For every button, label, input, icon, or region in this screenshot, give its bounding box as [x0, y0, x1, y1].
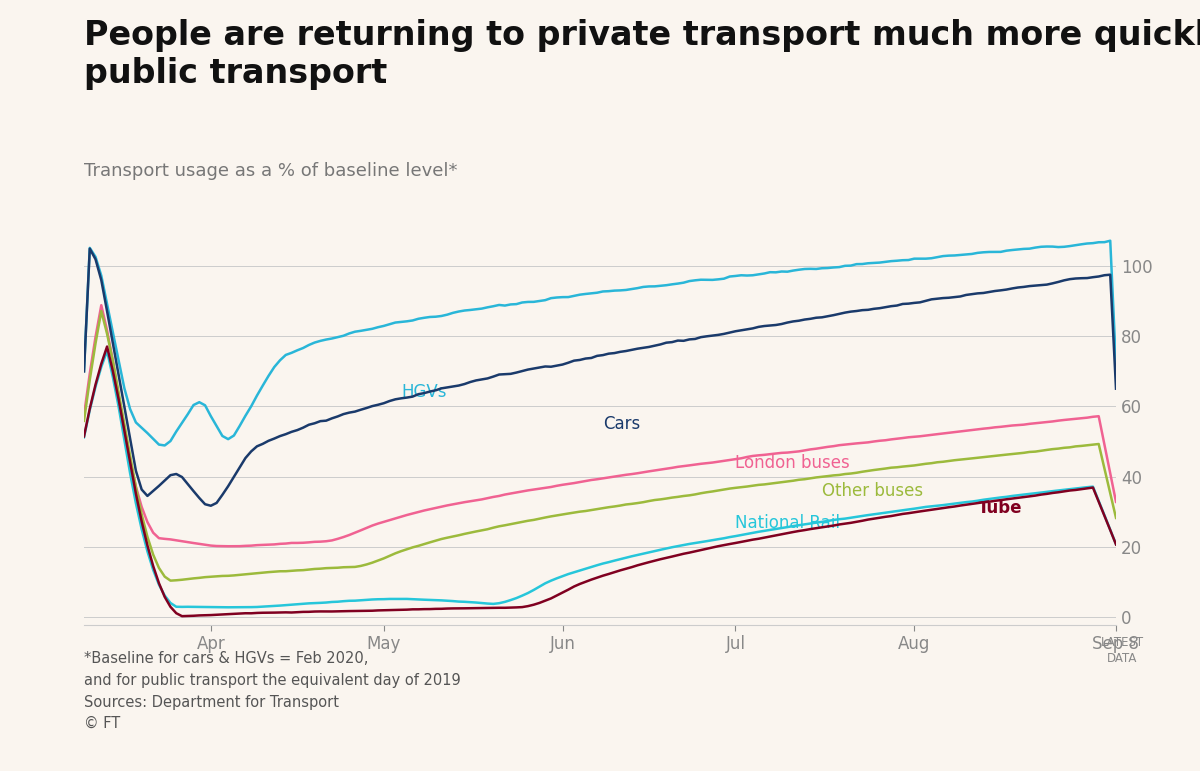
- Text: LATEST
DATA: LATEST DATA: [1100, 636, 1144, 665]
- Text: People are returning to private transport much more quickly than
public transpor: People are returning to private transpor…: [84, 19, 1200, 90]
- Text: Sources: Department for Transport: Sources: Department for Transport: [84, 695, 340, 709]
- Text: Transport usage as a % of baseline level*: Transport usage as a % of baseline level…: [84, 162, 457, 180]
- Text: and for public transport the equivalent day of 2019: and for public transport the equivalent …: [84, 673, 461, 688]
- Text: Cars: Cars: [602, 415, 640, 433]
- Text: *Baseline for cars & HGVs = Feb 2020,: *Baseline for cars & HGVs = Feb 2020,: [84, 651, 368, 666]
- Text: Tube: Tube: [978, 500, 1022, 517]
- Text: London buses: London buses: [736, 454, 851, 472]
- Text: HGVs: HGVs: [401, 383, 446, 402]
- Text: © FT: © FT: [84, 716, 120, 731]
- Text: Other buses: Other buses: [822, 482, 923, 500]
- Text: National Rail: National Rail: [736, 513, 840, 531]
